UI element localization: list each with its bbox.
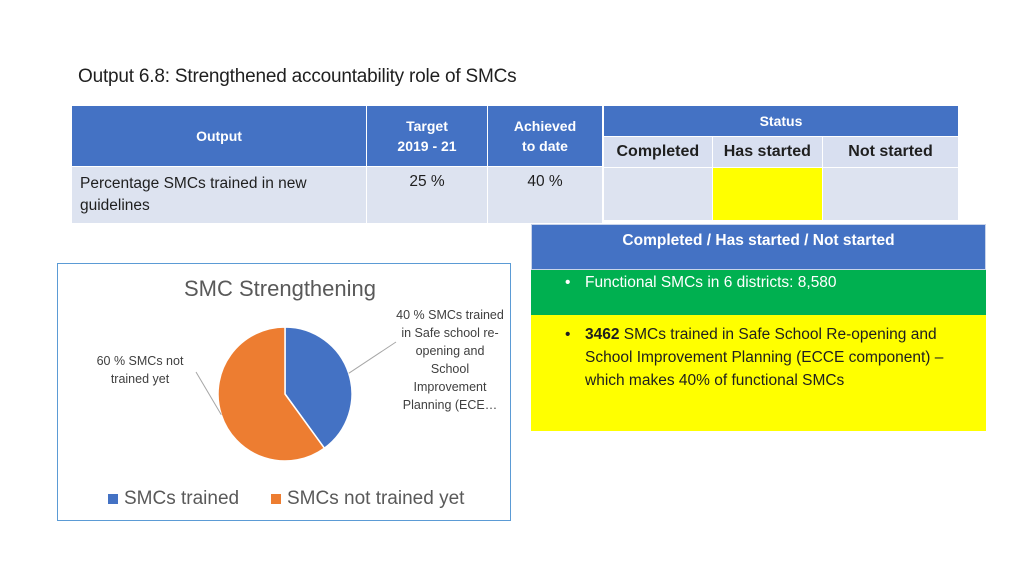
- header-output: Output: [71, 105, 367, 167]
- pie-svg: [195, 326, 397, 462]
- leader-line-not-trained: [195, 371, 222, 415]
- page-title: Output 6.8: Strengthened accountability …: [78, 66, 517, 87]
- header-achieved-line2: to date: [522, 138, 568, 154]
- label-trained: 40 % SMCs trained in Safe school re- ope…: [388, 306, 512, 414]
- output-text: Percentage SMCs trained in new guideline…: [80, 175, 307, 214]
- legend-label-not-trained: SMCs not trained yet: [287, 488, 465, 509]
- cell-target: 25 %: [366, 166, 488, 224]
- header-target-line1: Target: [406, 118, 448, 134]
- panel-started-item: • 3462 SMCs trained in Safe School Re-op…: [531, 315, 986, 431]
- header-achieved-line1: Achieved: [513, 118, 577, 134]
- pie-slice-trained: [284, 326, 353, 450]
- label-not-trained: 60 % SMCs not trained yet: [84, 352, 196, 388]
- cell-output: Percentage SMCs trained in new guideline…: [71, 166, 367, 224]
- header-target-line2: 2019 - 21: [397, 138, 457, 154]
- status-col-completed: Completed: [603, 136, 713, 168]
- panel-completed-item: • Functional SMCs in 6 districts: 8,580: [531, 270, 986, 315]
- label-trained-line: School: [430, 362, 470, 376]
- status-col-not-started: Not started: [821, 136, 960, 168]
- status-col-has-started: Has started: [711, 136, 823, 168]
- legend-label-trained: SMCs trained: [124, 488, 240, 509]
- status-cell-completed: [603, 167, 713, 221]
- label-trained-line: Planning (ECE…: [402, 398, 498, 412]
- pie-slice-not-trained: [217, 326, 326, 462]
- status-cell-not-started: [821, 167, 960, 221]
- status-header: Status: [603, 105, 959, 137]
- cell-achieved: 40 %: [487, 166, 603, 224]
- label-trained-line: 40 % SMCs trained: [396, 308, 504, 322]
- yellow-item-text: SMCs trained in Safe School Re-opening a…: [585, 326, 944, 389]
- header-target: Target 2019 - 21: [366, 105, 488, 167]
- panel-header: Completed / Has started / Not started: [531, 224, 986, 270]
- yellow-item-bold: 3462: [585, 326, 620, 343]
- label-not-trained-line: 60 % SMCs not: [96, 354, 184, 368]
- label-trained-line: opening and: [415, 344, 485, 358]
- status-cell-has-started: [711, 167, 823, 221]
- achieved-value: 40 %: [527, 173, 563, 190]
- label-trained-line: in Safe school re-: [401, 326, 499, 340]
- label-not-trained-line: trained yet: [110, 372, 170, 386]
- header-achieved: Achieved to date: [487, 105, 603, 167]
- bullet-icon: •: [565, 274, 571, 291]
- status-table: Status Completed Has started Not started: [603, 105, 960, 221]
- pie-chart: SMC Strengthening 40 % SMCs trained in S…: [57, 263, 511, 521]
- green-item-text: Functional SMCs in 6 districts: 8,580: [585, 274, 837, 291]
- status-panel: Completed / Has started / Not started • …: [531, 224, 986, 431]
- legend-swatch-trained: [108, 494, 118, 504]
- chart-title: SMC Strengthening: [58, 276, 512, 302]
- target-value: 25 %: [409, 173, 445, 190]
- chart-title-text: SMC Strengthening: [184, 276, 376, 301]
- label-trained-line: Improvement: [413, 380, 487, 394]
- output-table: Output Target 2019 - 21 Achieved to date…: [71, 105, 603, 224]
- legend-swatch-not-trained: [271, 494, 281, 504]
- legend-item-not-trained: SMCs not trained yet: [271, 488, 464, 510]
- bullet-icon: •: [565, 326, 571, 343]
- leader-line-trained: [348, 341, 397, 374]
- legend-item-trained: SMCs trained: [108, 488, 239, 510]
